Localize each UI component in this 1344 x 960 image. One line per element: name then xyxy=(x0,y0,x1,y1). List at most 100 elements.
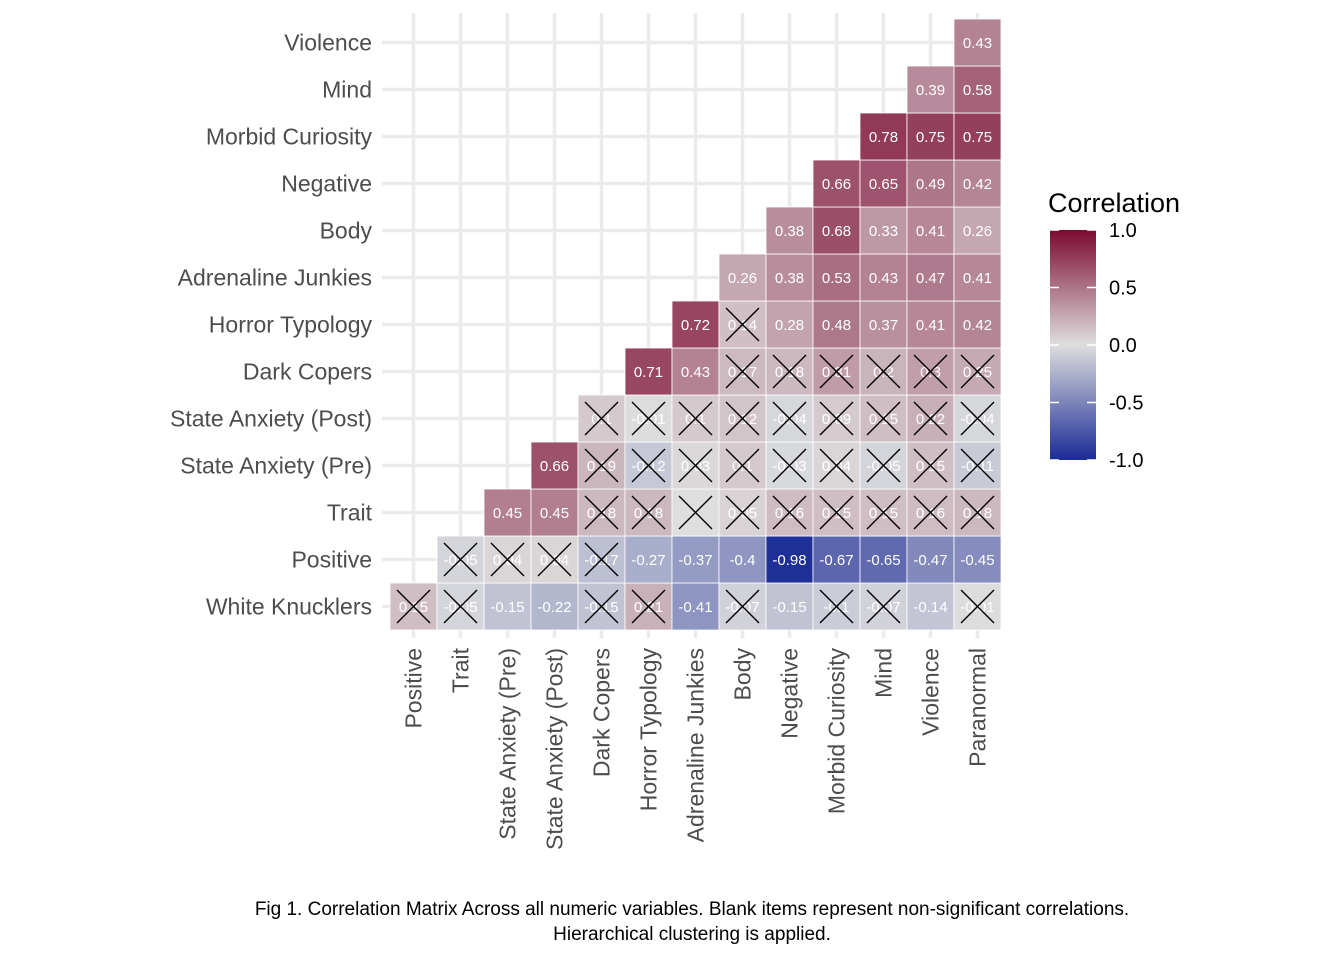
nonsignificant-cross-mark xyxy=(819,401,854,436)
cell-value-label: 0.75 xyxy=(916,129,945,146)
cell-value-label: 0.16 xyxy=(916,505,945,522)
heatmap-cell xyxy=(906,65,955,114)
legend-tick-label: -1.0 xyxy=(1109,450,1143,472)
heatmap-cell xyxy=(765,535,814,584)
nonsignificant-cross-mark xyxy=(866,354,901,389)
nonsignificant-cross-mark xyxy=(960,448,995,483)
y-axis-tick-label: Morbid Curiosity xyxy=(206,124,373,150)
cell-value-label: 0.21 xyxy=(634,599,663,616)
nonsignificant-cross-mark xyxy=(537,542,572,577)
cell-value-label: 0.14 xyxy=(728,317,757,334)
heatmap-cell xyxy=(671,300,720,349)
nonsignificant-cross-mark xyxy=(772,448,807,483)
cell-value-label: 0.31 xyxy=(822,364,851,381)
heatmap-cell xyxy=(812,206,861,255)
nonsignificant-cross-mark xyxy=(960,401,995,436)
nonsignificant-cross-mark xyxy=(772,401,807,436)
cell-value-label: -0.47 xyxy=(913,552,947,569)
cell-value-label: 0.47 xyxy=(916,270,945,287)
heatmap-cell xyxy=(812,159,861,208)
cell-value-label: 0.78 xyxy=(869,129,898,146)
cell-value-label: 0.16 xyxy=(775,505,804,522)
heatmap-cell xyxy=(906,253,955,302)
cell-value-label: 0.72 xyxy=(681,317,710,334)
x-axis-tick-label: State Anxiety (Post) xyxy=(542,648,568,850)
nonsignificant-cross-mark xyxy=(631,401,666,436)
cell-value-label: 0.19 xyxy=(587,458,616,475)
cell-value-label: 0.17 xyxy=(728,364,757,381)
y-axis-tick-label: Mind xyxy=(322,77,372,103)
y-axis-tick-label: Positive xyxy=(291,547,372,573)
cell-value-label: 0.09 xyxy=(822,411,851,428)
cell-value-label: 0.15 xyxy=(869,411,898,428)
cell-value-label: -0.4 xyxy=(730,552,756,569)
nonsignificant-cross-mark xyxy=(819,495,854,530)
cell-value-label: -0.37 xyxy=(678,552,712,569)
legend-tick-label: 0.5 xyxy=(1109,278,1137,300)
cell-value-label: 0.38 xyxy=(775,223,804,240)
correlation-heatmap: 0.15 -0.05 -0.15 -0.22 -0.15 0.21 -0.41 -0.07 -0… xyxy=(170,13,1180,850)
x-axis-tick-label: Negative xyxy=(777,648,803,739)
cell-value-label: 0.45 xyxy=(540,505,569,522)
x-axis-tick-label: Horror Typology xyxy=(636,648,662,812)
nonsignificant-cross-mark xyxy=(584,401,619,436)
cell-value-label: 0.03 xyxy=(681,458,710,475)
y-axis-tick-label: Dark Copers xyxy=(243,359,372,385)
cell-value-label: -0.07 xyxy=(866,599,900,616)
y-axis-tick-label: Horror Typology xyxy=(209,312,373,338)
cell-value-label: -0.22 xyxy=(537,599,571,616)
nonsignificant-cross-mark xyxy=(819,354,854,389)
cell-value-label: 0.75 xyxy=(963,129,992,146)
cell-value-label: 0.41 xyxy=(963,270,992,287)
nonsignificant-cross-mark xyxy=(584,448,619,483)
nonsignificant-cross-mark xyxy=(584,542,619,577)
cell-value-label: 0.04 xyxy=(822,458,851,475)
cell-value-label: -0.65 xyxy=(866,552,900,569)
heatmap-cell xyxy=(953,159,1002,208)
cell-labels: 0.15 -0.05 -0.15 -0.22 -0.15 0.21 -0.41 -0.07 -0… xyxy=(399,35,995,616)
y-axis-tick-label: White Knucklers xyxy=(206,594,372,620)
heatmap-cell xyxy=(530,582,579,631)
cell-value-label: 0.18 xyxy=(963,505,992,522)
cell-value-label: 0.15 xyxy=(869,505,898,522)
nonsignificant-cross-mark xyxy=(960,589,995,624)
cell-value-label: -0.05 xyxy=(866,458,900,475)
heatmap-cell xyxy=(671,582,720,631)
y-axis-tick-label: State Anxiety (Pre) xyxy=(180,453,372,479)
x-axis-tick-label: Trait xyxy=(448,647,474,693)
heatmap-cell xyxy=(765,206,814,255)
cell-value-label: 0.43 xyxy=(869,270,898,287)
cell-value-label: 0.18 xyxy=(775,364,804,381)
x-axis: Positive Trait State Anxiety (Pre) State An… xyxy=(401,647,991,850)
heatmap-cell xyxy=(953,18,1002,67)
cell-value-label: -0.67 xyxy=(819,552,853,569)
heatmap-cell xyxy=(859,206,908,255)
y-axis-tick-label: Negative xyxy=(281,171,372,197)
cell-value-label: 0.42 xyxy=(963,317,992,334)
nonsignificant-cross-mark xyxy=(490,542,525,577)
cell-value-label: 0.71 xyxy=(634,364,663,381)
legend-tick-label: 1.0 xyxy=(1109,220,1137,242)
heatmap-cell xyxy=(812,253,861,302)
cell-value-label: -0.45 xyxy=(960,552,994,569)
cell-value-label: 0.04 xyxy=(540,552,569,569)
nonsignificant-cross-mark xyxy=(913,401,948,436)
cell-value-label: 0.49 xyxy=(916,176,945,193)
y-axis-tick-label: Trait xyxy=(327,500,373,526)
cell-value-label: -0.15 xyxy=(490,599,524,616)
cell-value-label: 0.65 xyxy=(869,176,898,193)
cell-value-label: -0.98 xyxy=(772,552,806,569)
x-axis-tick-label: Violence xyxy=(918,648,944,736)
legend-title: Correlation xyxy=(1048,188,1180,218)
heatmap-cell xyxy=(859,112,908,161)
cell-value-label: -0.04 xyxy=(772,411,806,428)
cell-value-label: -0.01 xyxy=(960,599,994,616)
heatmap-cell xyxy=(906,112,955,161)
nonsignificant-cross-mark xyxy=(584,495,619,530)
cell-value-label: -0.01 xyxy=(631,411,665,428)
legend-tick-label: -0.5 xyxy=(1109,393,1143,415)
cell-value-label: 0.41 xyxy=(916,223,945,240)
nonsignificant-cross-mark xyxy=(396,589,431,624)
y-axis-tick-label: State Anxiety (Post) xyxy=(170,406,372,432)
cell-value-label: 0.53 xyxy=(822,270,851,287)
